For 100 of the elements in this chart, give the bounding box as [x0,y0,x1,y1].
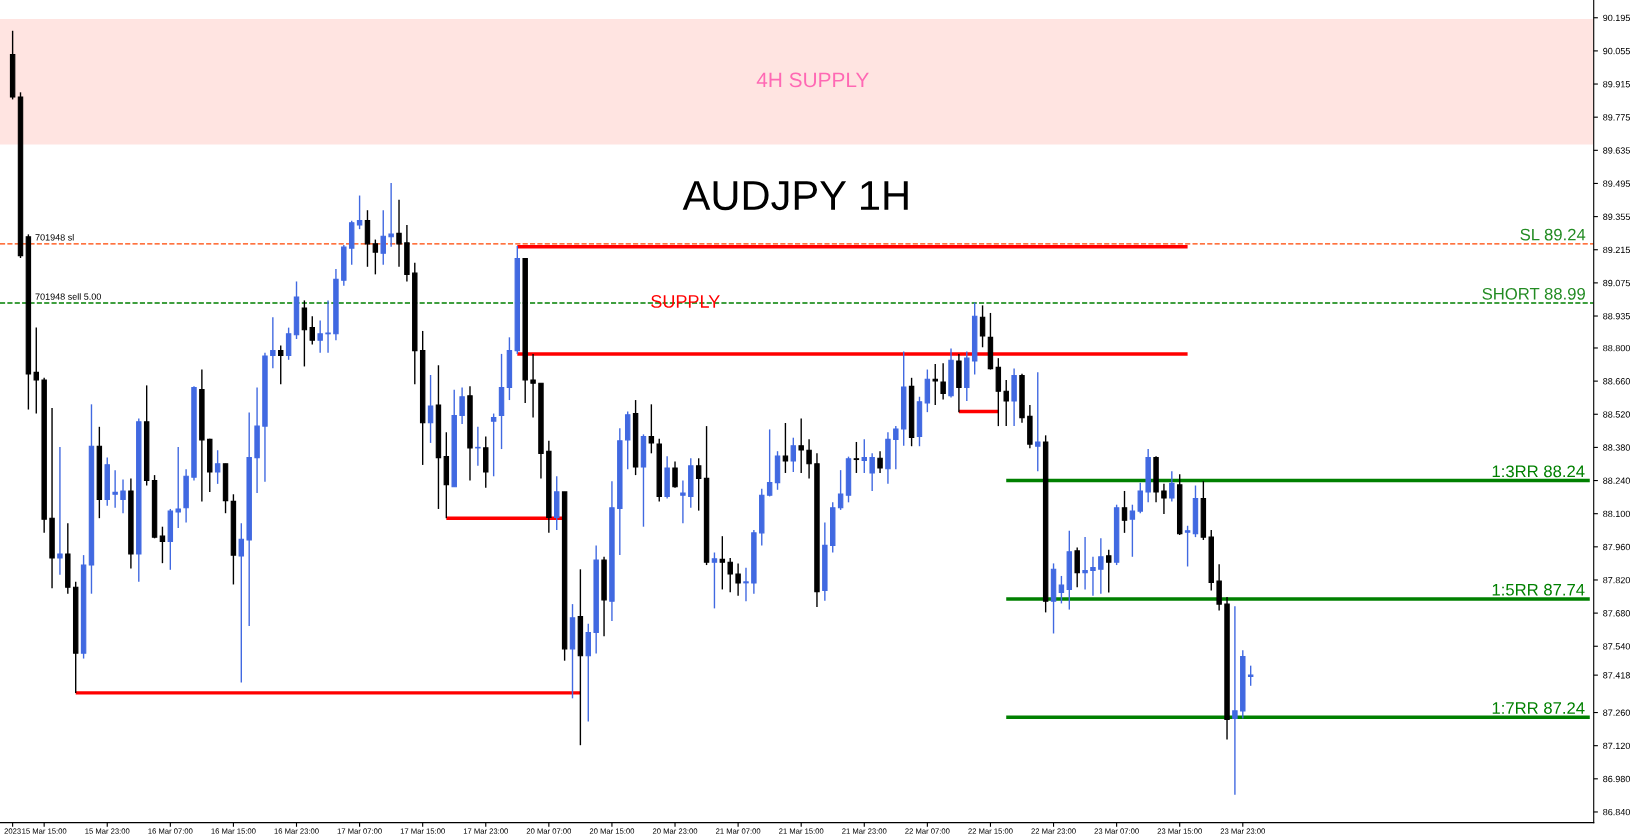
y-tick-label: 89.355 [1603,213,1630,220]
annotation: 701948 sell 5.00 [35,293,101,300]
candlestick [735,562,741,597]
candlestick [459,386,465,425]
candlestick [1161,483,1167,515]
candlestick [648,403,655,455]
candlestick [380,209,386,266]
candlestick [932,363,938,406]
candlestick [680,479,686,524]
y-tick-label: 89.215 [1603,246,1630,254]
candlestick [530,353,536,419]
candlestick [112,469,118,509]
y-tick-label: 87.820 [1603,576,1630,584]
candlestick [893,425,899,470]
candlestick [372,238,379,276]
y-tick-label: 88.800 [1603,344,1630,352]
candlestick [214,449,221,485]
candlestick [309,315,315,346]
candlestick [1121,490,1128,534]
y-tick-label: 88.100 [1603,510,1630,518]
candlestick [743,566,749,602]
candlestick [1074,546,1080,589]
y-tick-label: 88.935 [1603,312,1630,320]
candlestick [1184,525,1191,568]
candlestick [1082,536,1088,591]
series-label: 1:3RR 88.24 [1492,465,1585,478]
y-tick-label: 87.120 [1603,742,1630,750]
candlestick [1035,371,1041,473]
candlestick [301,299,308,368]
y-tick-label: 87.260 [1603,709,1630,716]
candlestick [727,557,733,593]
candlestick [278,344,284,385]
y-tick-label: 90.195 [1603,14,1630,22]
candlestick [869,452,875,492]
candlestick [1216,563,1222,612]
band-label: 4H SUPPLY [756,72,869,88]
candlestick [356,194,363,230]
candlestick [924,368,931,413]
candlestick [861,438,868,474]
candlestick [766,428,773,498]
candlestick [837,469,844,511]
y-tick-label: 89.915 [1603,81,1630,88]
candlestick [325,299,331,354]
candlestick [159,526,166,564]
candlestick [798,417,804,474]
y-tick-label: 88.660 [1603,378,1630,385]
candlestick [782,422,789,474]
y-tick-label: 86.980 [1603,775,1630,783]
y-tick-label: 89.775 [1603,114,1630,121]
candlestick [877,450,883,474]
candlestick [1137,481,1144,514]
y-tick-label: 86.840 [1603,808,1630,816]
candlestick [317,319,323,354]
candlestick [475,426,481,467]
candlestick [490,412,497,477]
candlestick [364,209,371,268]
candlestick [1003,379,1009,427]
series-label: 1:7RR 87.24 [1492,702,1585,714]
ref-line-label: SL 89.24 [1520,228,1586,241]
candlestick [175,446,181,529]
candlestick [388,182,394,248]
candlestick [1247,664,1254,687]
y-tick-label: 87.540 [1603,643,1630,650]
candlestick [1098,537,1104,595]
candlestick [853,441,860,474]
candlestick [806,438,812,480]
candlestick [585,623,592,723]
ref-line-label: SHORT 88.99 [1482,287,1585,300]
candlestick [790,437,797,473]
candlestick [995,357,1002,427]
candlestick [1090,556,1096,597]
candlestick [1106,548,1112,594]
candlestick [270,316,276,370]
y-tick-label: 87.680 [1603,610,1630,617]
candlestick [427,374,434,444]
candlestick [396,199,402,268]
text: AUDJPY 1H [682,181,908,211]
candlestick [1232,605,1238,796]
candlestick [57,446,63,576]
y-tick-label: 89.495 [1603,180,1630,187]
candlestick [719,535,726,591]
y-tick-label: 88.520 [1603,411,1630,418]
y-tick-label: 87.960 [1603,543,1630,551]
candlestick [1169,470,1175,503]
y-tick-label: 89.075 [1603,279,1630,287]
candlestick [1129,503,1136,558]
candlestick [979,304,986,348]
y-tick-label: 88.380 [1603,444,1630,451]
candlestick [33,326,39,415]
candlestick [285,326,292,361]
candlestick [711,551,718,610]
candlestick [695,457,702,512]
candlestick [672,460,678,489]
y-tick-label: 89.635 [1603,147,1630,154]
candlestick [940,362,946,401]
annotation: 701948 sl [35,233,74,241]
candlestick [238,522,245,684]
series-label: 1:5RR 87.74 [1492,583,1585,596]
candlestick [120,478,126,514]
y-tick-label: 88.240 [1603,477,1630,484]
